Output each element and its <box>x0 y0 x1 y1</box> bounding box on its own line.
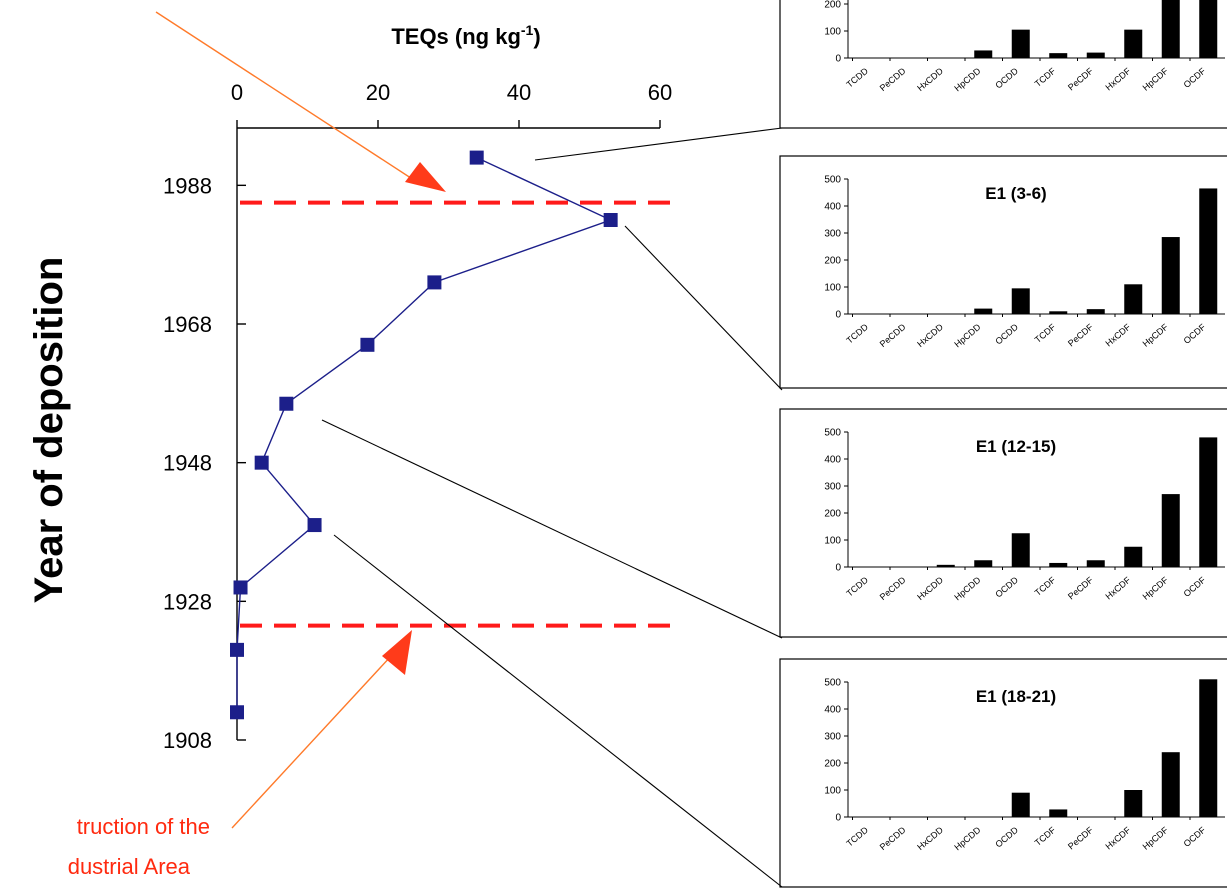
annotation-arrow-shaft <box>231 654 393 829</box>
inset-bar <box>1124 546 1143 567</box>
connector-line <box>333 534 783 888</box>
inset-bar <box>1199 0 1218 58</box>
inset-bar <box>1086 309 1105 314</box>
y-tick-label: 1928 <box>163 589 212 614</box>
connector-line <box>321 419 783 639</box>
inset-bar <box>974 50 993 58</box>
inset-y-tick-label: 0 <box>835 54 841 65</box>
x-tick-label: 40 <box>507 80 531 105</box>
inset-border <box>779 0 1227 129</box>
inset-bar <box>1049 311 1068 314</box>
inset-bar <box>1086 52 1105 58</box>
inset-title: E1 (18-21) <box>976 687 1056 706</box>
inset-bar <box>1011 288 1030 314</box>
inset-bar <box>1161 494 1180 567</box>
y-axis-label: Year of deposition <box>27 257 71 604</box>
data-point-marker <box>427 275 442 290</box>
inset-bar <box>1011 792 1030 817</box>
inset-y-tick-label: 0 <box>835 563 841 574</box>
data-point-marker <box>230 642 244 657</box>
inset-bar <box>1199 188 1218 314</box>
y-tick-label: 1948 <box>163 451 212 476</box>
inset-bar <box>1049 809 1068 817</box>
inset-bar <box>1086 560 1105 567</box>
inset-y-tick-label: 300 <box>824 482 841 493</box>
inset-y-tick-label: 400 <box>824 455 841 466</box>
inset-bar <box>1161 237 1180 314</box>
data-point-marker <box>307 518 322 533</box>
inset-bar <box>1124 790 1143 817</box>
inset-y-tick-label: 200 <box>824 759 841 770</box>
inset-y-tick-label: 500 <box>824 678 841 689</box>
main-teq-chart: 0 20 40 60 TEQs (ng kg-1) 1908 1928 1948 1968 198… <box>27 22 672 753</box>
inset-y-tick-label: 100 <box>824 536 841 547</box>
x-axis-label: TEQs (ng kg-1) <box>391 22 540 49</box>
data-point-marker <box>230 705 244 720</box>
inset-y-tick-label: 100 <box>824 786 841 797</box>
inset-title: E1 (3-6) <box>985 184 1046 203</box>
inset-y-tick-label: 200 <box>824 509 841 520</box>
inset-y-tick-label: 200 <box>824 0 841 11</box>
connector-line <box>624 225 783 391</box>
inset-y-tick-label: 500 <box>824 428 841 439</box>
inset-bar <box>1011 533 1030 567</box>
inset-bar <box>1049 562 1068 567</box>
y-tick-label: 1988 <box>163 173 212 198</box>
inset-y-tick-label: 500 <box>824 175 841 186</box>
inset-y-tick-label: 0 <box>835 813 841 824</box>
inset-border <box>779 408 1227 638</box>
x-tick-label: 0 <box>231 80 243 105</box>
inset-bar <box>1161 752 1180 817</box>
annotation-text-line: truction of the <box>77 814 210 839</box>
inset-bar <box>1161 0 1180 58</box>
annotation-arrowhead <box>405 162 446 192</box>
inset-bar <box>974 560 993 567</box>
data-point-marker <box>603 213 618 227</box>
data-point-marker <box>254 455 269 470</box>
inset-bar <box>936 564 955 567</box>
inset-bar <box>1124 29 1143 58</box>
annotation-layer: truction of the dustrial Area <box>68 11 446 879</box>
inset-title: E1 (12-15) <box>976 437 1056 456</box>
inset-bar <box>1199 437 1218 567</box>
data-point-marker <box>279 396 294 411</box>
inset-y-tick-label: 300 <box>824 229 841 240</box>
inset-y-tick-label: 100 <box>824 27 841 38</box>
inset-y-tick-label: 100 <box>824 283 841 294</box>
series-line <box>236 156 613 713</box>
inset-bar <box>1011 29 1030 58</box>
inset-y-tick-label: 200 <box>824 256 841 267</box>
x-tick-label: 20 <box>366 80 390 105</box>
annotation-arrow-shaft <box>155 11 421 185</box>
y-tick-label: 1968 <box>163 312 212 337</box>
data-point-marker <box>469 150 484 165</box>
inset-bar <box>974 308 993 314</box>
y-tick-label: 1908 <box>163 728 212 753</box>
annotation-text-line: dustrial Area <box>68 854 191 879</box>
inset-y-tick-label: 400 <box>824 202 841 213</box>
inset-y-tick-label: 300 <box>824 732 841 743</box>
inset-bar <box>1049 53 1068 58</box>
data-point-marker <box>233 580 248 595</box>
annotation-arrowhead <box>382 630 412 675</box>
inset-y-tick-label: 0 <box>835 310 841 321</box>
x-tick-label: 60 <box>648 80 672 105</box>
inset-border <box>779 155 1227 389</box>
inset-border <box>779 658 1227 888</box>
inset-y-tick-label: 400 <box>824 705 841 716</box>
connector-line <box>534 127 783 161</box>
inset-bar <box>1124 284 1143 314</box>
data-point-marker <box>360 337 375 352</box>
inset-bar <box>1199 679 1218 817</box>
connector-lines <box>321 127 783 888</box>
